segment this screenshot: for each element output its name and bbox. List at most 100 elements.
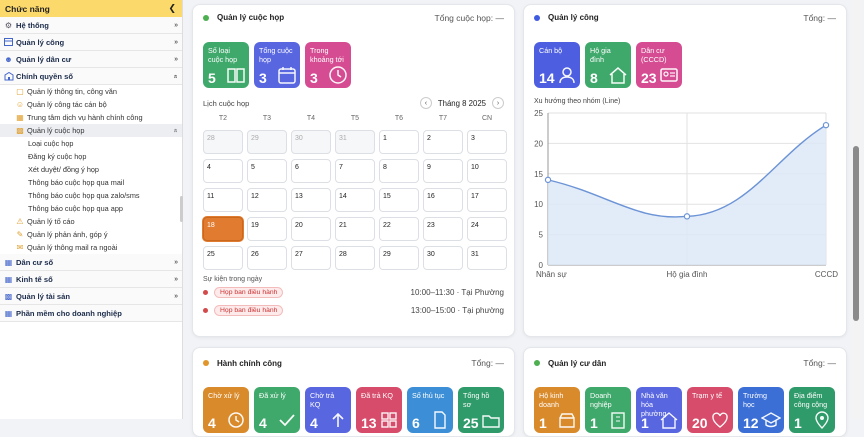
tile-label: Cán bộ	[539, 46, 563, 55]
sidebar-title: Chức năng	[5, 3, 50, 14]
event-tag: Họp ban điều hành	[214, 304, 284, 316]
meeting-icon: ▩	[16, 126, 24, 135]
calendar-day[interactable]: 15	[379, 188, 419, 212]
calendar-day[interactable]: 30	[423, 246, 463, 270]
calendar-day-today[interactable]: 18	[203, 217, 243, 241]
sidebar-item-phan-mem-doanh-nghiep[interactable]: ▦ Phần mềm cho doanh nghiệp	[0, 305, 182, 322]
calendar-day[interactable]: 11	[203, 188, 243, 212]
building-icon: ▦	[16, 113, 24, 122]
stat-tile[interactable]: Tổng hồ sơ 25	[458, 387, 504, 433]
stat-tile[interactable]: Nhà văn hóa phường 1	[636, 387, 682, 433]
calendar-day[interactable]: 29	[379, 246, 419, 270]
collapse-sidebar-icon[interactable]: ❮	[168, 3, 176, 13]
tile-trong-khoang-toi[interactable]: Trong khoảng tới 3	[305, 42, 351, 88]
heart-icon	[712, 412, 728, 428]
sidebar-item-kinh-te-so[interactable]: ▦ Kinh tế số »	[0, 271, 182, 288]
calendar-day[interactable]: 3	[467, 130, 507, 154]
sidebar-item-quan-ly-cong[interactable]: Quản lý công »	[0, 34, 182, 51]
event-row[interactable]: Họp ban điều hành 10:00–11:30 · Tại Phườ…	[203, 283, 504, 301]
calendar-day[interactable]: 8	[379, 159, 419, 183]
tile-tong-cuoc-hop[interactable]: Tổng cuộc họp 3	[254, 42, 300, 88]
chevron-down-icon: »	[174, 55, 178, 63]
stat-tile[interactable]: Đã trả KQ 13	[356, 387, 402, 433]
sidebar-subitem-quan-ly-cuoc-hop[interactable]: ▩ Quản lý cuộc họp »	[0, 124, 182, 137]
calendar-day[interactable]: 28	[335, 246, 375, 270]
sidebar-link-loai-cuoc-hop[interactable]: Loại cuộc họp	[0, 137, 182, 150]
stat-tile[interactable]: Chờ xử lý 4	[203, 387, 249, 433]
stat-tile[interactable]: Đã xử lý 4	[254, 387, 300, 433]
status-dot	[203, 360, 209, 366]
calendar-day[interactable]: 24	[467, 217, 507, 241]
calendar-day[interactable]: 20	[291, 217, 331, 241]
stat-tile[interactable]: Trường học 12	[738, 387, 784, 433]
events-title: Sự kiện trong ngày	[203, 276, 263, 283]
calendar-day[interactable]: 22	[379, 217, 419, 241]
calendar-day[interactable]: 5	[247, 159, 287, 183]
calendar-day[interactable]: 23	[423, 217, 463, 241]
sidebar-subitem-to-cao[interactable]: ⚠ Quản lý tố cáo	[0, 215, 182, 228]
calendar-day[interactable]: 7	[335, 159, 375, 183]
tile-label: Dân cư (CCCD)	[641, 46, 667, 64]
calendar-day[interactable]: 21	[335, 217, 375, 241]
book-icon	[227, 68, 245, 83]
tile-can-bo[interactable]: Cán bộ 14	[534, 42, 580, 88]
calendar-day[interactable]: 16	[423, 188, 463, 212]
page-scrollbar-thumb[interactable]	[853, 146, 859, 321]
calendar-day[interactable]: 6	[291, 159, 331, 183]
calendar-day[interactable]: 9	[423, 159, 463, 183]
sidebar-item-chinh-quyen-so[interactable]: Chính quyền số »	[0, 68, 182, 85]
tile-ho-gia-dinh[interactable]: Hộ gia đình 8	[585, 42, 631, 88]
data-point	[822, 121, 830, 129]
sidebar-item-label: Quản lý dân cư	[16, 54, 72, 64]
calendar-day[interactable]: 31	[335, 130, 375, 154]
calendar-day[interactable]: 10	[467, 159, 507, 183]
event-row[interactable]: Họp ban điều hành 13:00–15:00 · Tại phườ…	[203, 301, 504, 319]
calendar-day[interactable]: 14	[335, 188, 375, 212]
stat-tile[interactable]: Địa điểm công cộng 1	[789, 387, 835, 433]
sidebar-subitem-thong-mail[interactable]: ✉ Quản lý thông mail ra ngoài	[0, 241, 182, 254]
sidebar-item-quan-ly-dan-cu[interactable]: ☻ Quản lý dân cư »	[0, 51, 182, 68]
clock-icon	[329, 66, 347, 84]
sidebar-scrollbar[interactable]	[180, 196, 183, 222]
sidebar-subitem-cong-tac-can-bo[interactable]: ☺ Quản lý công tác cán bộ	[0, 98, 182, 111]
sidebar-subitem-label: Quản lý cuộc họp	[27, 126, 85, 135]
tile-so-loai-cuoc-hop[interactable]: Số loại cuộc họp 5	[203, 42, 249, 88]
prev-month-button[interactable]: ‹	[419, 97, 432, 109]
calendar-day[interactable]: 2	[423, 130, 463, 154]
calendar-day[interactable]: 25	[203, 246, 243, 270]
sidebar-subitem-trung-tam-dich-vu[interactable]: ▦ Trung tâm dịch vụ hành chính công	[0, 111, 182, 124]
calendar-day[interactable]: 4	[203, 159, 243, 183]
calendar-day[interactable]: 31	[467, 246, 507, 270]
sidebar-item-dan-cu-so[interactable]: ▦ Dân cư số »	[0, 254, 182, 271]
sidebar-link-thong-bao-mail[interactable]: Thông báo cuộc họp qua mail	[0, 176, 182, 189]
stat-tile[interactable]: Hộ kinh doanh 1	[534, 387, 580, 433]
sidebar-link-dang-ky-cuoc-hop[interactable]: Đăng ký cuộc họp	[0, 150, 182, 163]
tile-value: 12	[743, 415, 759, 431]
calendar-day[interactable]: 1	[379, 130, 419, 154]
stat-tile[interactable]: Trạm y tế 20	[687, 387, 733, 433]
calendar-day[interactable]: 28	[203, 130, 243, 154]
sidebar-item-he-thong[interactable]: ⚙ Hệ thống »	[0, 17, 182, 34]
next-month-button[interactable]: ›	[492, 97, 504, 109]
sidebar-link-thong-bao-zalo[interactable]: Thông báo cuộc họp qua zalo/sms	[0, 189, 182, 202]
calendar-day[interactable]: 19	[247, 217, 287, 241]
sidebar-link-thong-bao-app[interactable]: Thông báo cuộc họp qua app	[0, 202, 182, 215]
calendar-day[interactable]: 26	[247, 246, 287, 270]
calendar-day[interactable]: 29	[247, 130, 287, 154]
school-icon	[761, 412, 781, 428]
calendar-day[interactable]: 27	[291, 246, 331, 270]
calendar-day[interactable]: 13	[291, 188, 331, 212]
calendar-day[interactable]: 12	[247, 188, 287, 212]
tile-value: 4	[208, 415, 216, 431]
stat-tile[interactable]: Doanh nghiệp 1	[585, 387, 631, 433]
sidebar-subitem-phan-anh[interactable]: ✎ Quản lý phản ánh, góp ý	[0, 228, 182, 241]
sidebar-link-xet-duyet[interactable]: Xét duyệt/ đồng ý họp	[0, 163, 182, 176]
stat-tile[interactable]: Số thủ tục 6	[407, 387, 453, 433]
sidebar-item-quan-ly-tai-san[interactable]: ▩ Quản lý tài sản »	[0, 288, 182, 305]
sidebar-subitem-thong-tin-cong-van[interactable]: ▢ Quản lý thông tin, công văn	[0, 85, 182, 98]
tile-dan-cu-cccd[interactable]: Dân cư (CCCD) 23	[636, 42, 682, 88]
calendar-day[interactable]: 17	[467, 188, 507, 212]
user-icon	[559, 67, 575, 84]
calendar-day[interactable]: 30	[291, 130, 331, 154]
stat-tile[interactable]: Chờ trả KQ 4	[305, 387, 351, 433]
